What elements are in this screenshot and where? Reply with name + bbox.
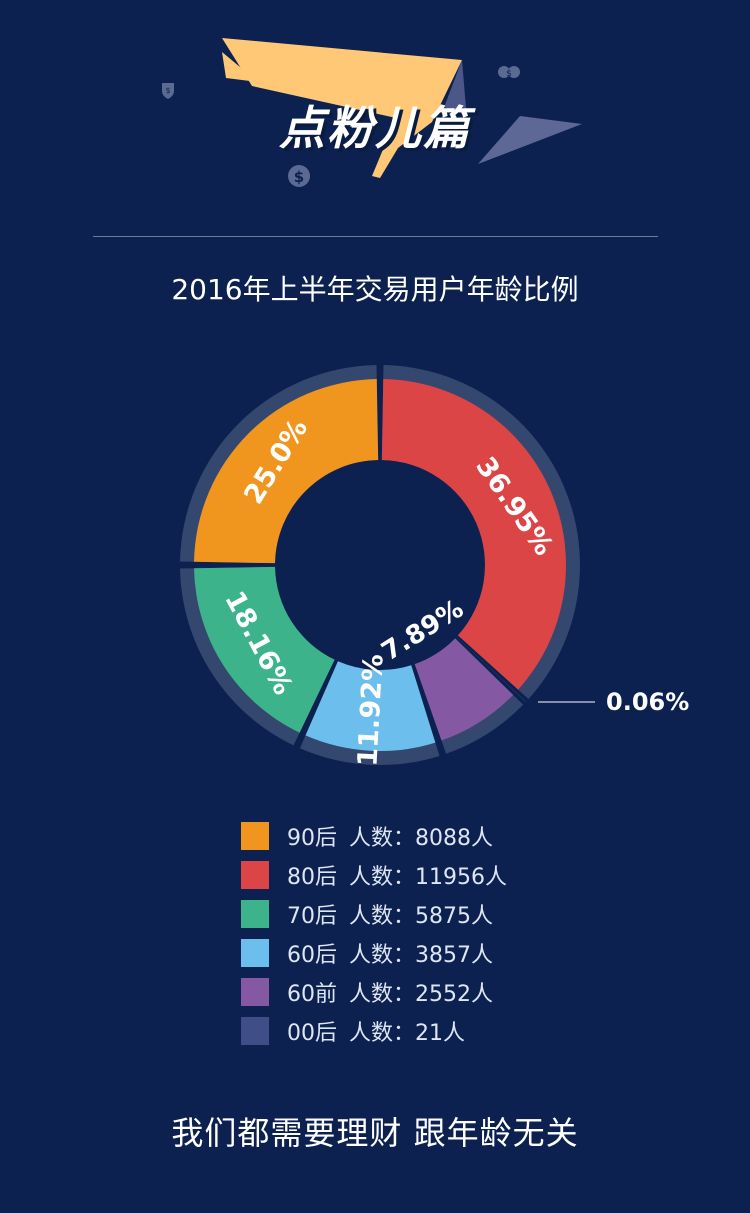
ring-segment-00后: [456, 636, 527, 702]
legend-swatch: [241, 977, 269, 1006]
slice-70后: [194, 566, 335, 733]
legend-item-90后: 90后 人数：8088人: [241, 816, 507, 855]
legend-count: 人数：8088人: [349, 825, 493, 851]
slice-label-00后: 0.06%: [606, 688, 689, 716]
slate-banner-edge: [440, 60, 466, 118]
divider-line: [93, 236, 658, 237]
legend-swatch: [241, 860, 269, 889]
yellow-banner-tail: [222, 52, 258, 82]
svg-text:$: $: [294, 168, 304, 186]
slice-60后: [305, 661, 436, 751]
legend-category: 90后: [287, 825, 337, 851]
slice-90后: [194, 379, 379, 564]
legend-swatch: [241, 938, 269, 967]
dollar-coin-icon: $: [288, 165, 310, 187]
legend-category: 60前: [287, 981, 337, 1007]
legend-swatch: [241, 821, 269, 850]
slate-banner-shape: [478, 116, 582, 164]
legend-count: 人数：21人: [349, 1020, 465, 1046]
slice-60前: [414, 638, 514, 741]
legend-item-60后: 60后 人数：3857人: [241, 933, 507, 972]
legend-item-60前: 60前 人数：2552人: [241, 972, 507, 1011]
slice-label-60后: 11.92%: [352, 653, 389, 767]
header-decoration: $ $ $: [162, 38, 582, 187]
legend-item-80后: 80后 人数：11956人: [241, 855, 507, 894]
chart-title: 2016年上半年交易用户年龄比例: [171, 273, 579, 306]
legend-category: 00后: [287, 1020, 337, 1046]
shield-icon: $: [162, 83, 174, 99]
legend-swatch: [241, 899, 269, 928]
money-bags-icon: $: [498, 66, 520, 79]
slice-80后: [381, 379, 566, 690]
svg-text:$: $: [165, 86, 170, 95]
legend-item-00后: 00后 人数：21人: [241, 1011, 507, 1050]
legend-count: 人数：11956人: [349, 864, 507, 890]
donut-chart: 36.95%0.06%7.89%11.92%18.16%25.0%: [180, 365, 689, 767]
legend-count: 人数：2552人: [349, 981, 493, 1007]
legend-category: 80后: [287, 864, 337, 890]
legend-swatch: [241, 1016, 269, 1045]
legend-category: 70后: [287, 903, 337, 929]
section-title: 点粉儿篇: [279, 101, 471, 155]
svg-text:$: $: [506, 69, 512, 79]
footer-tagline: 我们都需要理财 跟年龄无关: [171, 1114, 579, 1152]
legend: 90后 人数：8088人 80后 人数：11956人 70后 人数：5875人 60后 人数：…: [241, 816, 507, 1050]
legend-count: 人数：5875人: [349, 903, 493, 929]
legend-item-70后: 70后 人数：5875人: [241, 894, 507, 933]
yellow-banner-shape: [222, 38, 462, 178]
legend-category: 60后: [287, 942, 337, 968]
legend-count: 人数：3857人: [349, 942, 493, 968]
